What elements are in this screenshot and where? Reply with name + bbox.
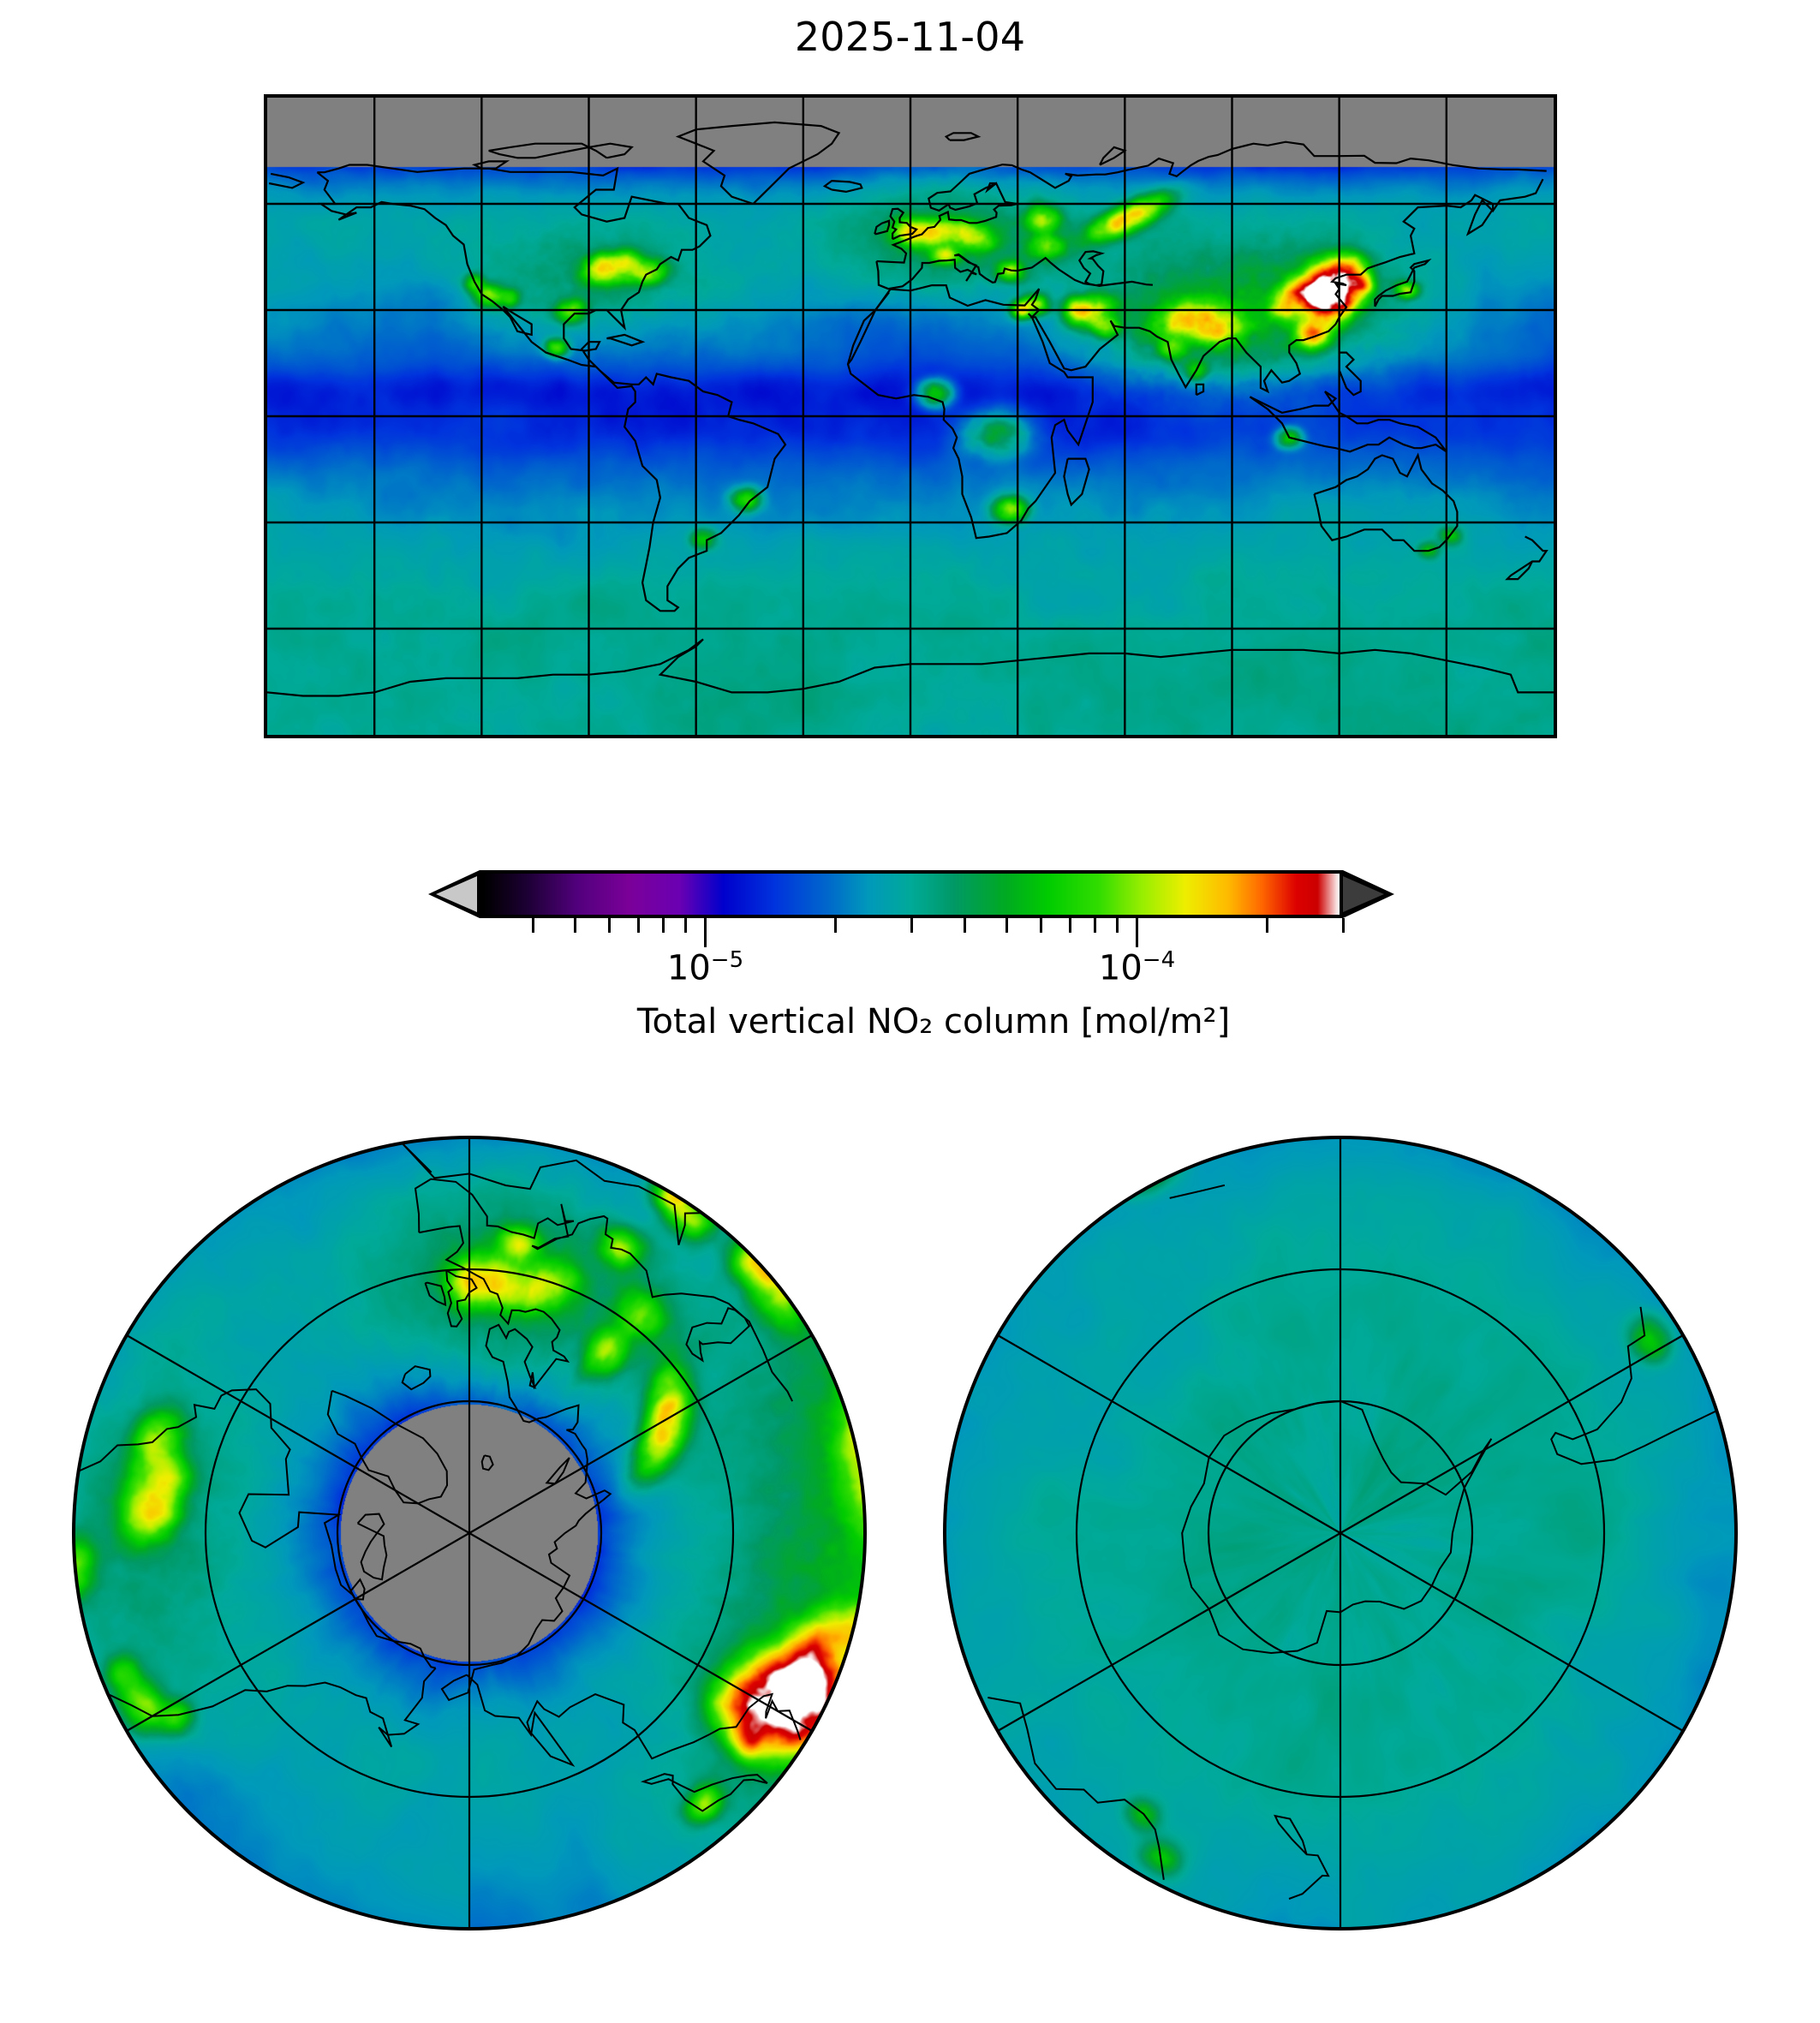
figure-title: 2025-11-04 [794, 14, 1026, 60]
colorbar-minor-tick [1068, 918, 1071, 933]
global-map-canvas [267, 98, 1554, 735]
colorbar-minor-tick [532, 918, 535, 933]
colorbar-major-tick [704, 918, 707, 947]
colorbar-minor-tick [910, 918, 913, 933]
colorbar-gradient [483, 874, 1340, 915]
colorbar-minor-tick [833, 918, 837, 933]
colorbar-minor-tick [662, 918, 665, 933]
colorbar-minor-tick [1005, 918, 1009, 933]
colorbar-minor-tick [683, 918, 687, 933]
global-map-panel [264, 94, 1557, 738]
colorbar-minor-tick [636, 918, 640, 933]
colorbar-minor-tick [1040, 918, 1043, 933]
colorbar-major-tick [1136, 918, 1139, 947]
colorbar: Total vertical NO₂ column [mol/m²] 10−5 1… [428, 863, 1439, 1041]
colorbar-tick-label: 10−5 [666, 947, 744, 988]
north-polar-panel [71, 1135, 868, 1931]
colorbar-minor-tick [608, 918, 612, 933]
colorbar-minor-tick [1265, 918, 1268, 933]
colorbar-minor-tick [1115, 918, 1119, 933]
south-polar-panel [942, 1135, 1739, 1931]
colorbar-under-arrow-fill [436, 876, 477, 912]
colorbar-minor-tick [1094, 918, 1097, 933]
colorbar-gradient-box [480, 870, 1343, 918]
colorbar-tick-label: 10−4 [1098, 947, 1176, 988]
north-polar-canvas [71, 1135, 868, 1931]
south-polar-canvas [942, 1135, 1739, 1931]
colorbar-ticks [480, 918, 1345, 956]
colorbar-over-arrow-fill [1343, 876, 1384, 912]
colorbar-axis-label: Total vertical NO₂ column [mol/m²] [636, 1002, 1231, 1041]
colorbar-minor-tick [574, 918, 577, 933]
colorbar-minor-tick [964, 918, 967, 933]
colorbar-minor-tick [1341, 918, 1345, 933]
